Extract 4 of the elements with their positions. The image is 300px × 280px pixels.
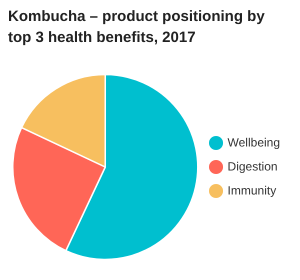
legend-label: Digestion (228, 159, 278, 174)
legend-label: Immunity (228, 183, 276, 198)
chart-title: Kombucha – product positioning by top 3 health benefits, 2017 (8, 7, 266, 48)
legend-label: Wellbeing (228, 135, 280, 150)
